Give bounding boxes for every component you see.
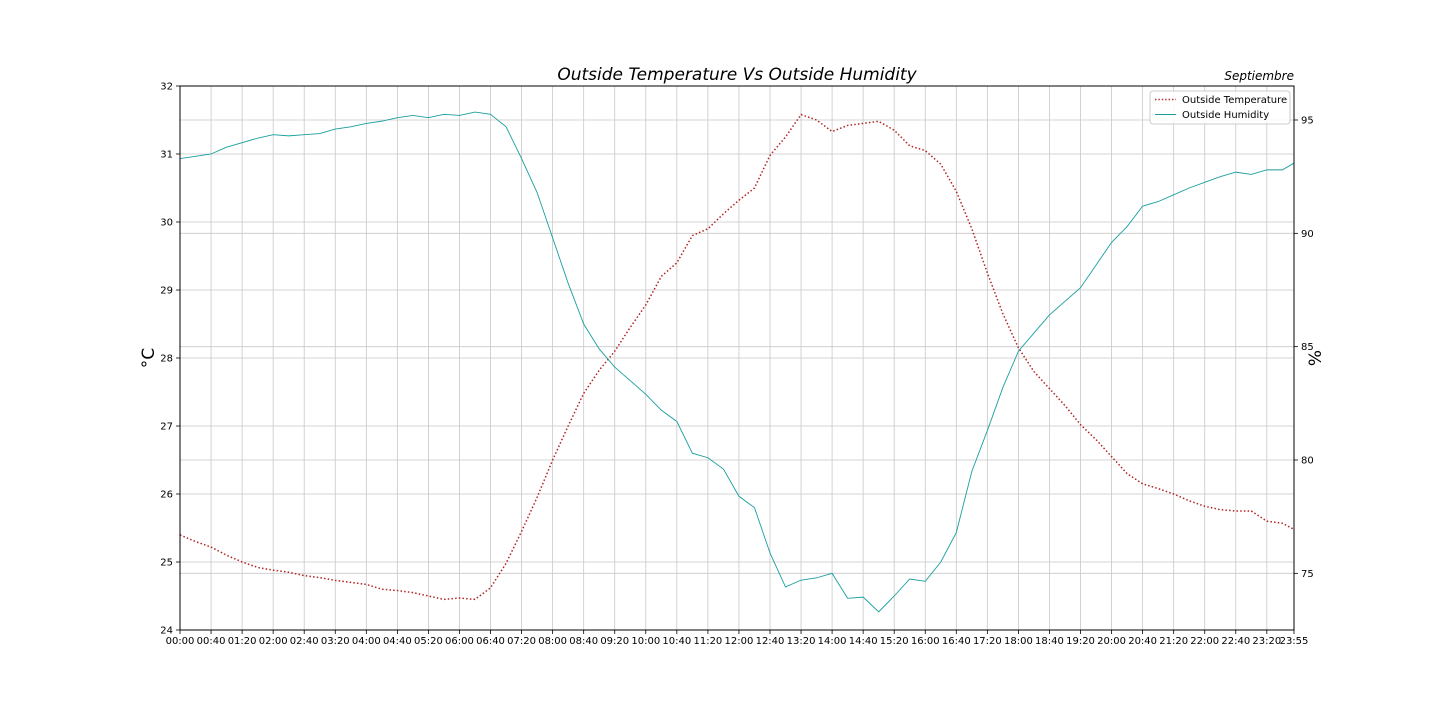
x-tick-label: 20:00 bbox=[1097, 636, 1126, 647]
x-tick-label: 10:00 bbox=[631, 636, 660, 647]
y-axis-right-label: % bbox=[1306, 350, 1326, 366]
x-tick-label: 11:20 bbox=[693, 636, 722, 647]
x-tick-label: 22:00 bbox=[1190, 636, 1219, 647]
x-tick-label: 13:20 bbox=[787, 636, 816, 647]
x-tick-label: 00:00 bbox=[166, 636, 195, 647]
x-tick-label: 23:20 bbox=[1252, 636, 1281, 647]
x-tick-label: 12:00 bbox=[725, 636, 754, 647]
y-right-tick-label: 90 bbox=[1301, 229, 1314, 240]
y-right-tick-label: 80 bbox=[1301, 456, 1314, 467]
x-tick-label: 17:20 bbox=[973, 636, 1002, 647]
humidity-series-line bbox=[179, 111, 1295, 613]
y-right-tick-label: 75 bbox=[1301, 569, 1314, 580]
y-left-tick-label: 29 bbox=[160, 286, 173, 297]
month-label: Septiembre bbox=[1224, 69, 1294, 83]
chart-title: Outside Temperature Vs Outside Humidity bbox=[557, 65, 917, 85]
legend-humidity-label: Outside Humidity bbox=[1182, 110, 1269, 121]
y-left-tick-label: 32 bbox=[160, 82, 173, 93]
x-tick-label: 16:40 bbox=[942, 636, 971, 647]
ticks-layer: 00:00 00:40 01:20 02:00 02:40 03:20 04:00 04:40… bbox=[160, 82, 1313, 648]
grid bbox=[179, 85, 1295, 631]
x-tick-label: 02:00 bbox=[259, 636, 288, 647]
series-layer bbox=[179, 111, 1295, 613]
y-left-tick-label: 31 bbox=[160, 150, 173, 161]
x-tick-label: 08:40 bbox=[569, 636, 598, 647]
y-right-tick-label: 95 bbox=[1301, 116, 1314, 127]
x-tick-label: 12:40 bbox=[756, 636, 785, 647]
x-tick-label: 15:20 bbox=[880, 636, 909, 647]
x-tick-label: 00:40 bbox=[197, 636, 226, 647]
x-tick-label: 14:00 bbox=[818, 636, 847, 647]
x-tick-label: 21:20 bbox=[1159, 636, 1188, 647]
y-left-tick-label: 28 bbox=[160, 354, 173, 365]
x-tick-label: 03:20 bbox=[321, 636, 350, 647]
y-left-tick-label: 26 bbox=[160, 490, 173, 501]
x-tick-label: 06:40 bbox=[476, 636, 505, 647]
y-left-tick-label: 25 bbox=[160, 558, 173, 569]
x-tick-label: 14:40 bbox=[849, 636, 878, 647]
x-tick-label: 02:40 bbox=[290, 636, 319, 647]
x-tick-label: 04:40 bbox=[383, 636, 412, 647]
y-left-tick-label: 24 bbox=[160, 626, 173, 637]
x-tick-label: 04:00 bbox=[352, 636, 381, 647]
legend-box bbox=[1149, 90, 1291, 125]
x-tick-label: 08:00 bbox=[538, 636, 567, 647]
x-tick-label: 06:00 bbox=[445, 636, 474, 647]
x-tick-label: 22:40 bbox=[1221, 636, 1250, 647]
x-tick-label: 07:20 bbox=[507, 636, 536, 647]
y-axis-left-label: °C bbox=[139, 348, 159, 368]
x-tick-label: 16:00 bbox=[911, 636, 940, 647]
temperature-series-line bbox=[179, 113, 1295, 601]
legend: Outside Temperature Outside Humidity bbox=[1149, 90, 1291, 125]
x-tick-label: 18:40 bbox=[1035, 636, 1064, 647]
y-left-tick-label: 27 bbox=[160, 422, 173, 433]
x-tick-label: 23:55 bbox=[1280, 636, 1309, 647]
x-tick-label: 01:20 bbox=[228, 636, 257, 647]
x-tick-label: 10:40 bbox=[662, 636, 691, 647]
x-tick-label: 20:40 bbox=[1128, 636, 1157, 647]
x-tick-label: 18:00 bbox=[1004, 636, 1033, 647]
x-tick-label: 19:20 bbox=[1066, 636, 1095, 647]
x-tick-label: 05:20 bbox=[414, 636, 443, 647]
x-tick-label: 09:20 bbox=[600, 636, 629, 647]
y-right-tick-label: 85 bbox=[1301, 342, 1314, 353]
legend-temperature-label: Outside Temperature bbox=[1182, 95, 1287, 106]
y-left-tick-label: 30 bbox=[160, 218, 173, 229]
